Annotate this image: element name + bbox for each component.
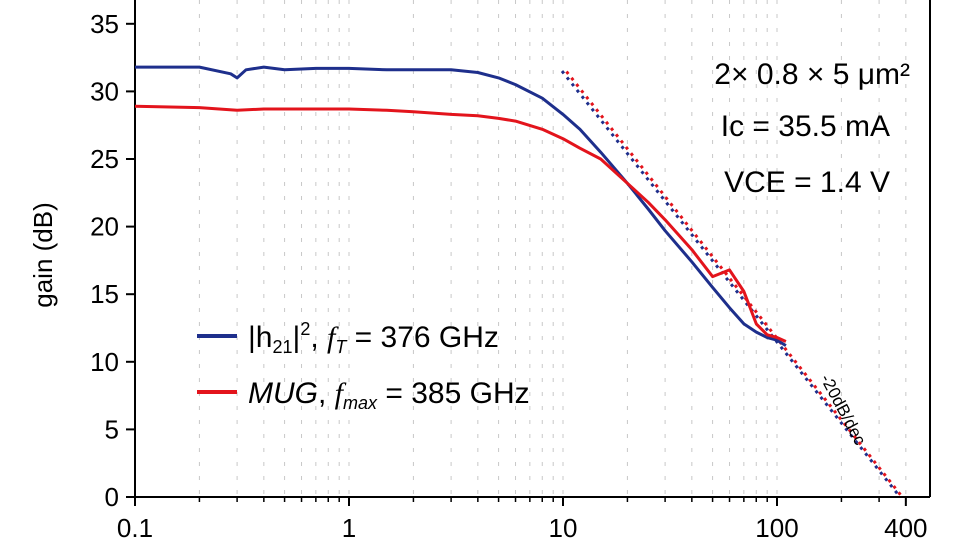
fit-line [560,70,902,498]
ticks: 0 5 10 15 20 25 30 35 0.1 1 10 100 400 [90,9,927,540]
annotation-area: 2× 0.8 × 5 μm² [714,58,910,91]
legend-label-mug: MUG, fmax = 385 GHz [248,377,530,413]
y-axis-label: gain (dB) [28,202,58,308]
fit-lines [560,67,904,498]
legend-ft-sub: T [335,337,348,357]
y-tick-label: 30 [90,76,119,106]
legend-fmax-value: = 385 GHz [377,377,530,410]
series-line [134,104,787,343]
y-tick-label: 25 [90,144,119,174]
annotation-vce: VCE = 1.4 V [724,166,890,199]
x-tick-label: 0.1 [117,513,153,540]
x-tick-label: 1 [342,513,356,540]
y-tick-label: 20 [90,212,119,242]
series [134,65,787,347]
series-line [135,65,787,347]
y-tick-label: 10 [90,347,119,377]
legend-label-h21: |h21|2, fT = 376 GHz [248,319,499,357]
x-tick-label: 10 [549,513,578,540]
slope-annotation: -20dB/dec [816,371,869,449]
legend-h21-sup: 2 [300,319,310,339]
legend-h21-suffix: | [293,321,301,354]
legend-mug-name: MUG [248,377,318,410]
legend-ft-value: = 376 GHz [346,321,499,354]
annotation-ic: Ic = 35.5 mA [721,110,890,143]
y-tick-label: 35 [90,9,119,39]
y-tick-label: 5 [105,414,119,444]
legend-fmax-sub: max [343,393,378,413]
legend-h21-prefix: |h [248,321,272,354]
legend-h21-sub: 21 [272,337,292,357]
x-tick-label: 100 [755,513,798,540]
x-tick-label: 400 [884,513,927,540]
legend: |h21|2, fT = 376 GHz MUG, fmax = 385 GHz [197,319,530,413]
y-tick-label: 0 [105,482,119,512]
y-tick-label: 15 [90,279,119,309]
